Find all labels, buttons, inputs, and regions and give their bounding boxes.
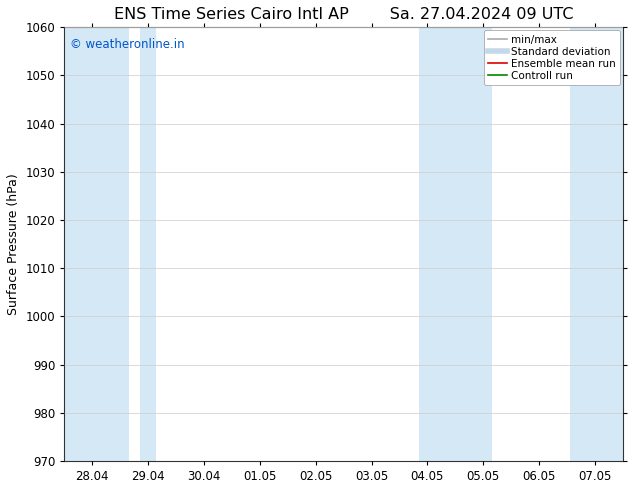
- Bar: [419, 27, 491, 461]
- Y-axis label: Surface Pressure (hPa): Surface Pressure (hPa): [7, 173, 20, 315]
- Bar: [570, 27, 623, 461]
- Legend: min/max, Standard deviation, Ensemble mean run, Controll run: min/max, Standard deviation, Ensemble me…: [484, 30, 620, 85]
- Bar: [139, 27, 157, 461]
- Bar: [64, 27, 129, 461]
- Title: ENS Time Series Cairo Intl AP        Sa. 27.04.2024 09 UTC: ENS Time Series Cairo Intl AP Sa. 27.04.…: [114, 7, 573, 22]
- Text: © weatheronline.in: © weatheronline.in: [70, 38, 184, 51]
